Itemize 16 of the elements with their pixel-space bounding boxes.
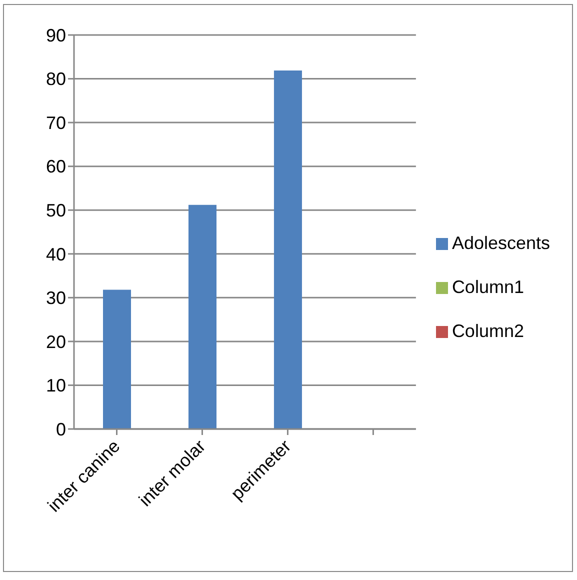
y-tick-label: 60: [46, 156, 66, 177]
y-tick-label: 20: [46, 332, 66, 352]
y-tick-label: 50: [46, 200, 66, 220]
legend-label: Column1: [452, 277, 524, 297]
bar: [274, 70, 302, 429]
y-tick-label: 10: [46, 376, 66, 396]
legend-label: Adolescents: [452, 233, 550, 253]
y-tick-label: 80: [46, 69, 66, 90]
bar: [188, 204, 216, 429]
y-tick-label: 90: [46, 25, 66, 46]
y-tick-label: 0: [56, 419, 66, 440]
legend-label: Column2: [452, 321, 524, 341]
y-tick-label: 70: [46, 112, 66, 133]
y-tick-label: 40: [46, 244, 66, 264]
bar: [103, 290, 131, 429]
y-tick-label: 30: [46, 288, 66, 308]
